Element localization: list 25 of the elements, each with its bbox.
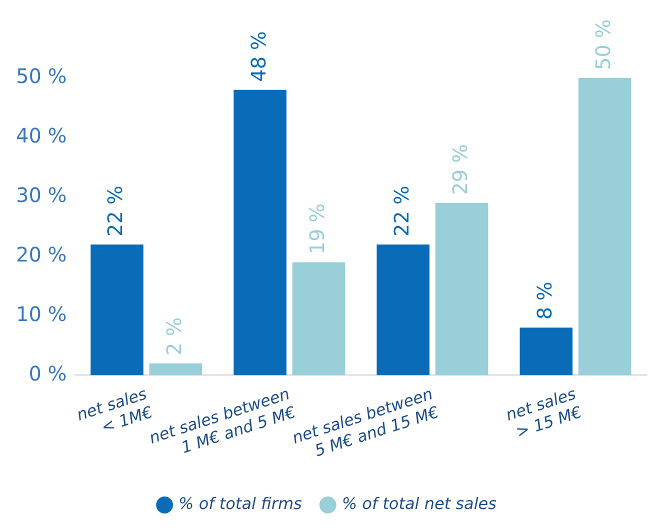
y-tick-label: 30 % [16,183,67,208]
legend-label: % of total firms [178,494,302,514]
data-label: 22 % [103,186,128,236]
data-label: 50 % [591,19,616,70]
data-label: 29 % [448,144,472,195]
bar [90,244,144,376]
data-label: 19 % [304,203,329,254]
data-label: 48 % [246,31,270,82]
y-tick-label: 40 % [16,124,67,148]
bar [234,90,286,376]
bar [376,244,430,376]
x-tick-label: net sales > 15 M€ [504,384,584,442]
data-label: 8 % [532,282,556,320]
bar [292,262,346,376]
legend-label: % of total net sales [342,494,496,514]
bar [520,328,573,376]
y-tick-label: 20 % [16,242,67,267]
y-tick-label: 50 % [16,64,67,88]
data-label: 2 % [162,317,186,356]
y-tick-label: 0 % [28,361,67,386]
bar [578,78,632,376]
data-label: 22 % [389,186,414,236]
bar [435,202,488,376]
bar [149,363,202,376]
y-tick-label: 10 % [16,302,67,326]
